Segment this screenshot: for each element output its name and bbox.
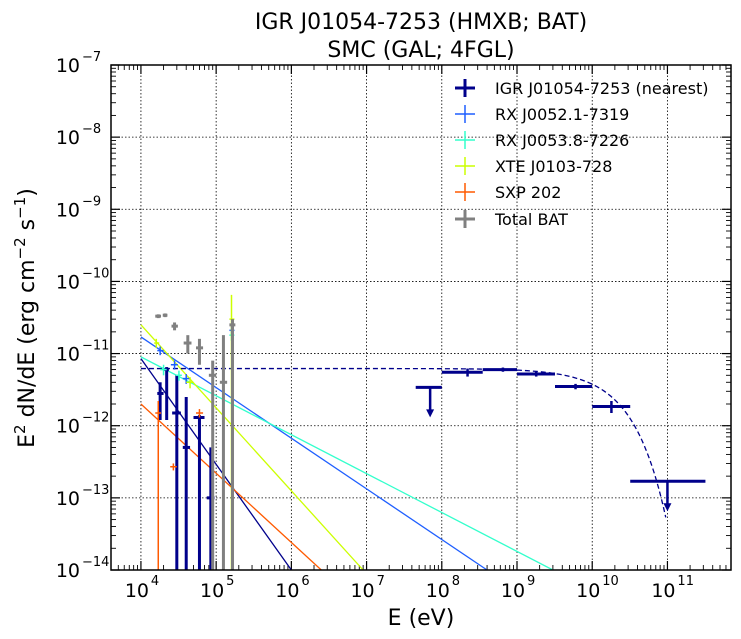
grid-lines [111,64,731,571]
x-tick-exponent: 8 [452,574,460,589]
series-4-point-0 [155,401,162,570]
legend-entry-5: Total BAT [455,210,568,229]
legend-label-3: XTE J0103-728 [495,157,612,176]
x-axis-label: E (eV) [388,606,455,631]
svg-text:E2 dN/dE (erg cm−2 s−1): E2 dN/dE (erg cm−2 s−1) [11,188,40,448]
legend-entry-2: RX J0053.8-7226 [455,131,629,150]
series-5-point-3 [183,335,192,354]
upper-limit-arrowhead [663,503,672,512]
x-tick-exponent: 6 [301,574,309,589]
y-label-sup-3: −1 [11,197,29,219]
y-label-sup-2: −2 [11,237,29,259]
fermi-point-2 [482,367,518,372]
y-tick-label: 10 [56,488,80,510]
series-3-point-0 [154,338,160,348]
series-2-point-1 [175,370,182,381]
fermi-point-1 [441,368,483,377]
power-law-line-3 [140,324,364,570]
series-5-point-4 [196,338,204,365]
data-points [154,294,706,570]
series-0-point-4 [193,415,205,570]
y-tick-exponent: −11 [82,339,109,354]
y-tick-exponent: −10 [82,266,109,281]
series-5-point-1 [162,313,168,318]
model-lines [140,324,667,570]
x-tick-label: 10 [576,580,600,602]
legend-entry-0: IGR J01054-7253 (nearest) [455,79,708,98]
y-tick-label: 10 [56,416,80,438]
legend-entry-4: SXP 202 [455,183,561,202]
plot-frame [110,64,732,571]
power-law-line-1 [140,336,488,570]
y-label-close: ) [15,188,40,197]
x-tick-exponent: 7 [377,574,385,589]
series-5-point-7 [229,319,236,570]
legend-label-0: IGR J01054-7253 (nearest) [495,79,708,98]
x-tick-label: 10 [426,580,450,602]
y-tick-label: 10 [56,344,80,366]
legend-label-5: Total BAT [494,210,568,229]
legend-label-4: SXP 202 [495,183,561,202]
major-ticks [111,64,731,571]
series-1-point-0 [157,346,164,356]
series-1-point-1 [170,360,178,370]
legend-entry-1: RX J0052.1-7319 [455,105,629,124]
x-tick-label: 10 [350,580,374,602]
y-tick-label: 10 [56,271,80,293]
y-tick-exponent: −8 [82,122,101,137]
legend-entry-3: XTE J0103-728 [455,157,612,176]
legend-label-2: RX J0053.8-7226 [495,131,629,150]
x-tick-exponent: 11 [677,574,694,589]
x-tick-label: 10 [125,580,149,602]
y-tick-label: 10 [56,560,80,582]
series-0-point-3 [182,397,191,570]
chart-title-line1: IGR J01054-7253 (HMXB; BAT) [255,10,587,35]
legend-label-1: RX J0052.1-7319 [495,105,629,124]
fermi-point-6 [630,479,706,512]
series-2-point-0 [160,364,167,376]
y-tick-exponent: −7 [82,50,101,65]
y-tick-exponent: −14 [82,555,109,570]
fermi-model-curve [140,367,667,518]
fermi-point-0 [415,385,442,418]
series-5-point-5 [208,360,217,570]
fermi-point-4 [555,383,593,390]
x-tick-label: 10 [501,580,525,602]
chart-title-line2: SMC (GAL; 4FGL) [327,38,514,63]
minor-ticks [110,65,732,570]
x-tick-exponent: 5 [226,574,234,589]
y-tick-label: 10 [56,55,80,77]
series-0-point-2 [172,375,181,570]
x-tick-exponent: 9 [527,574,535,589]
series-4-point-1 [170,463,177,471]
series-5-point-0 [155,314,162,319]
x-tick-label: 10 [200,580,224,602]
y-tick-label: 10 [56,199,80,221]
fermi-point-3 [517,371,556,377]
upper-limit-arrowhead [426,409,435,418]
x-tick-label: 10 [275,580,299,602]
series-5-point-6 [219,335,228,570]
legend: IGR J01054-7253 (nearest) RX J0052.1-731… [455,79,708,229]
power-law-line-2 [140,356,554,570]
y-axis-label: E2 dN/dE (erg cm−2 s−1) [11,188,40,448]
y-tick-exponent: −13 [82,483,109,498]
y-label-sup-1: 2 [11,424,29,434]
series-4-point-2 [196,409,204,418]
y-tick-label: 10 [56,127,80,149]
x-tick-label: 10 [651,580,675,602]
y-tick-exponent: −9 [82,194,101,209]
x-tick-exponent: 4 [151,574,159,589]
y-label-part-1: E [15,434,40,448]
y-tick-exponent: −12 [82,411,109,426]
x-tick-labels: 10 4 10 5 10 6 10 7 10 8 10 9 10 10 10 11 [125,574,694,602]
series-5-point-2 [171,322,178,331]
fermi-point-5 [592,401,631,414]
series-3-point-1 [186,377,194,389]
y-label-part-2: dN/dE (erg cm [15,259,40,424]
x-tick-exponent: 10 [602,574,619,589]
y-label-part-3: s [15,219,40,237]
